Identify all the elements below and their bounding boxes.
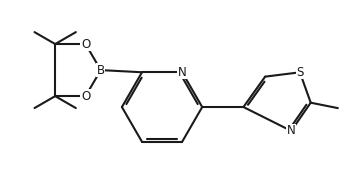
Text: O: O [81,38,90,51]
Text: N: N [287,124,295,137]
Text: N: N [178,66,187,79]
Text: B: B [97,64,105,77]
Text: O: O [81,90,90,103]
Text: S: S [296,66,303,79]
